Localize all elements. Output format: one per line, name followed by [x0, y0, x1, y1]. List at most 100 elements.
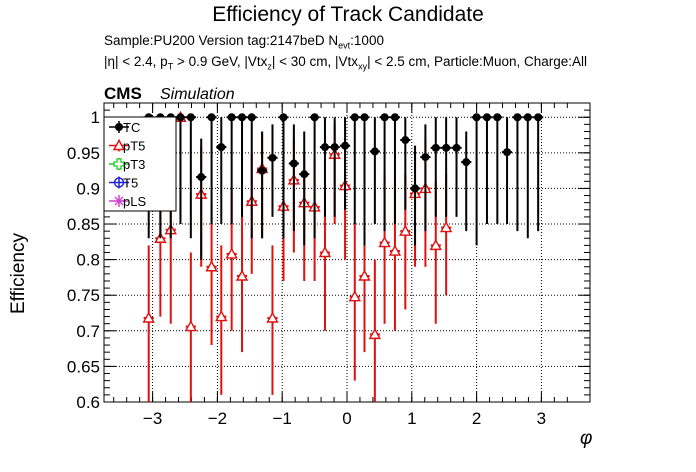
y-tick-label: 0.85: [67, 215, 100, 234]
x-tick-label: −1: [273, 409, 292, 428]
sample-sub: evt: [338, 40, 351, 51]
TC-marker: [370, 147, 379, 156]
TC-point: [369, 117, 380, 225]
TC-point: [257, 131, 268, 239]
pT5-marker: [266, 311, 279, 323]
TC-marker: [268, 153, 277, 162]
x-tick-label: 2: [472, 409, 481, 428]
y-tick-label: 0.9: [76, 179, 100, 198]
pT5-point: [215, 245, 228, 395]
TC-marker: [482, 113, 491, 122]
y-tick-label: 1: [91, 108, 100, 127]
TC-marker: [360, 113, 369, 122]
TC-marker: [503, 148, 512, 157]
TC-marker: [238, 113, 247, 122]
y-tick-label: 0.6: [76, 393, 100, 412]
TC-point: [267, 124, 278, 217]
TC-marker: [289, 159, 298, 168]
TC-point: [185, 113, 196, 239]
pT5-marker: [225, 247, 238, 259]
TC-marker: [401, 136, 410, 145]
TC-point: [501, 117, 513, 225]
legend: TC pT5 pT3 T5 pLS: [103, 116, 177, 212]
cut-z-sub: z: [267, 61, 272, 72]
TC-marker: [350, 113, 359, 122]
TC-point: [409, 145, 421, 246]
pT5-marker: [368, 327, 382, 340]
pT5-marker: [439, 221, 453, 233]
TC-point: [216, 117, 227, 225]
pT3-marker: [113, 158, 125, 170]
TC-point: [400, 117, 411, 210]
legend-label: pT5: [123, 139, 145, 154]
TC-point: [379, 113, 390, 232]
TC-point: [461, 131, 472, 232]
TC-point: [389, 113, 401, 225]
pT5-marker: [378, 236, 391, 248]
TC-point: [206, 113, 217, 225]
pT5-point: [205, 202, 218, 346]
sample-tail: :1000: [350, 33, 384, 48]
TC-point: [196, 138, 207, 260]
TC-point: [299, 131, 310, 246]
TC-marker: [411, 184, 420, 193]
pT5-marker: [399, 224, 412, 236]
TC-marker: [310, 113, 319, 122]
legend-label: T5: [123, 176, 138, 191]
x-tick-label: 0: [342, 409, 351, 428]
TC-point: [236, 113, 248, 217]
TC-point: [512, 113, 523, 232]
TC-point: [339, 117, 351, 210]
cut-vtx-xy: | < 30 cm, |Vtx: [271, 54, 359, 69]
pT5-marker: [348, 290, 361, 302]
TC-point: [329, 117, 340, 217]
x-tick-label: 3: [537, 409, 546, 428]
pT5-point: [266, 245, 279, 395]
x-tick-label: −3: [143, 409, 162, 428]
y-tick-label: 0.65: [67, 357, 100, 376]
legend-label: pT3: [123, 157, 145, 172]
TC-marker: [197, 173, 206, 182]
pT5-point: [142, 245, 155, 402]
TC-point: [349, 113, 360, 225]
TC-marker: [513, 113, 522, 122]
TC-marker: [390, 113, 399, 122]
simulation-label: Simulation: [160, 86, 235, 103]
legend-label: pLS: [123, 194, 146, 209]
cut-pt-sub: T: [167, 61, 174, 72]
sample-text: Sample:PU200 Version tag:2147beD N: [104, 33, 339, 48]
pT5-point: [184, 252, 198, 402]
pT5-marker: [318, 246, 332, 258]
pLS-marker: [114, 196, 124, 206]
pT5-marker: [205, 260, 218, 272]
T5-marker: [113, 177, 125, 188]
y-tick-label: 0.8: [76, 251, 100, 270]
TC-marker: [176, 113, 185, 122]
TC-point: [309, 113, 320, 239]
x-axis-label: φ: [580, 428, 593, 449]
pT5-marker: [388, 244, 402, 256]
TC-marker: [493, 113, 502, 122]
TC-point: [441, 117, 452, 217]
TC-point: [451, 117, 462, 217]
legend-item-pT3: pT3: [109, 157, 145, 172]
y-tick-label: 0.75: [67, 286, 100, 305]
cut-eta-pt: |η| < 2.4, p: [104, 54, 168, 69]
cuts-info: |η| < 2.4, pT > 0.9 GeV, |Vtxz| < 30 cm,…: [104, 54, 587, 72]
TC-marker: [217, 143, 226, 152]
TC-point: [492, 113, 503, 225]
sample-info: Sample:PU200 Version tag:2147beD Nevt:10…: [104, 33, 384, 51]
TC-point: [319, 117, 331, 217]
TC-marker: [115, 123, 123, 131]
x-tick-label: −2: [208, 409, 227, 428]
pT5-marker: [358, 269, 371, 281]
y-tick-label: 0.95: [67, 144, 100, 163]
TC-point: [226, 113, 237, 225]
TC-marker: [534, 113, 543, 122]
legend-item-pLS: pLS: [109, 194, 146, 209]
TC-marker: [279, 113, 288, 122]
TC-marker: [258, 166, 267, 175]
pT5-marker: [112, 139, 126, 151]
TC-marker: [380, 113, 389, 122]
